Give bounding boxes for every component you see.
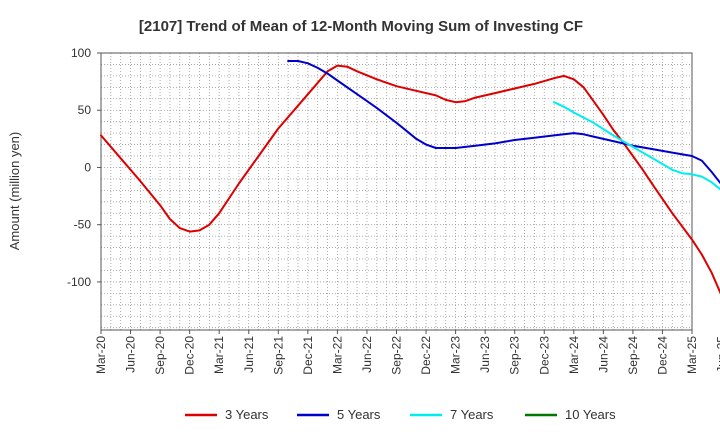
x-tick-label: Mar-23 xyxy=(449,336,463,374)
x-tick-label: Jun-21 xyxy=(242,336,256,373)
legend: 3 Years 5 Years 7 Years 10 Years xyxy=(185,407,616,422)
x-tick-label: Jun-22 xyxy=(360,336,374,373)
grid xyxy=(101,52,692,330)
series-lines xyxy=(100,60,720,295)
x-tick-label: Mar-25 xyxy=(685,336,699,374)
x-tick-label: Jun-24 xyxy=(596,336,610,373)
x-tick-label: Jun-23 xyxy=(478,336,492,373)
y-tick-label: 0 xyxy=(84,160,91,174)
legend-label-5-years: 5 Years xyxy=(337,407,381,422)
x-tick-label: Jun-20 xyxy=(124,336,138,373)
x-tick-label: Mar-24 xyxy=(567,336,581,374)
axes: 100 50 0 -50 -100 Mar-20 Jun-20 Sep-20 Dec-20 Mar… xyxy=(67,46,720,375)
series-line-7-years xyxy=(553,101,720,191)
y-tick-label: 50 xyxy=(78,103,92,117)
y-axis-label: Amount (million yen) xyxy=(7,132,22,251)
legend-label-10-years: 10 Years xyxy=(565,407,616,422)
x-tick-label: Mar-22 xyxy=(330,336,344,374)
y-tick-label: -100 xyxy=(67,275,91,289)
x-tick-label: Dec-23 xyxy=(537,336,551,375)
x-tick-label: Dec-20 xyxy=(183,336,197,375)
x-tick-label: Sep-21 xyxy=(271,336,285,375)
y-tick-label: 100 xyxy=(71,46,91,60)
x-tick-label: Sep-22 xyxy=(390,336,404,375)
x-tick-label: Sep-24 xyxy=(626,336,640,375)
x-tick-label: Sep-23 xyxy=(508,336,522,375)
x-tick-label: Jun-25 xyxy=(715,336,720,373)
x-tick-label: Dec-21 xyxy=(301,336,315,375)
x-tick-label: Sep-20 xyxy=(153,336,167,375)
y-tick-label: -50 xyxy=(74,218,92,232)
x-tick-label: Mar-21 xyxy=(212,336,226,374)
x-tick-label: Mar-20 xyxy=(94,336,108,374)
x-tick-label: Dec-24 xyxy=(655,336,669,375)
series-line-3-years xyxy=(100,64,720,295)
series-line-5-years xyxy=(287,60,720,185)
x-tick-label: Dec-22 xyxy=(419,336,433,375)
legend-label-7-years: 7 Years xyxy=(450,407,494,422)
chart-title: [2107] Trend of Mean of 12-Month Moving … xyxy=(139,18,583,35)
legend-label-3-years: 3 Years xyxy=(225,407,269,422)
